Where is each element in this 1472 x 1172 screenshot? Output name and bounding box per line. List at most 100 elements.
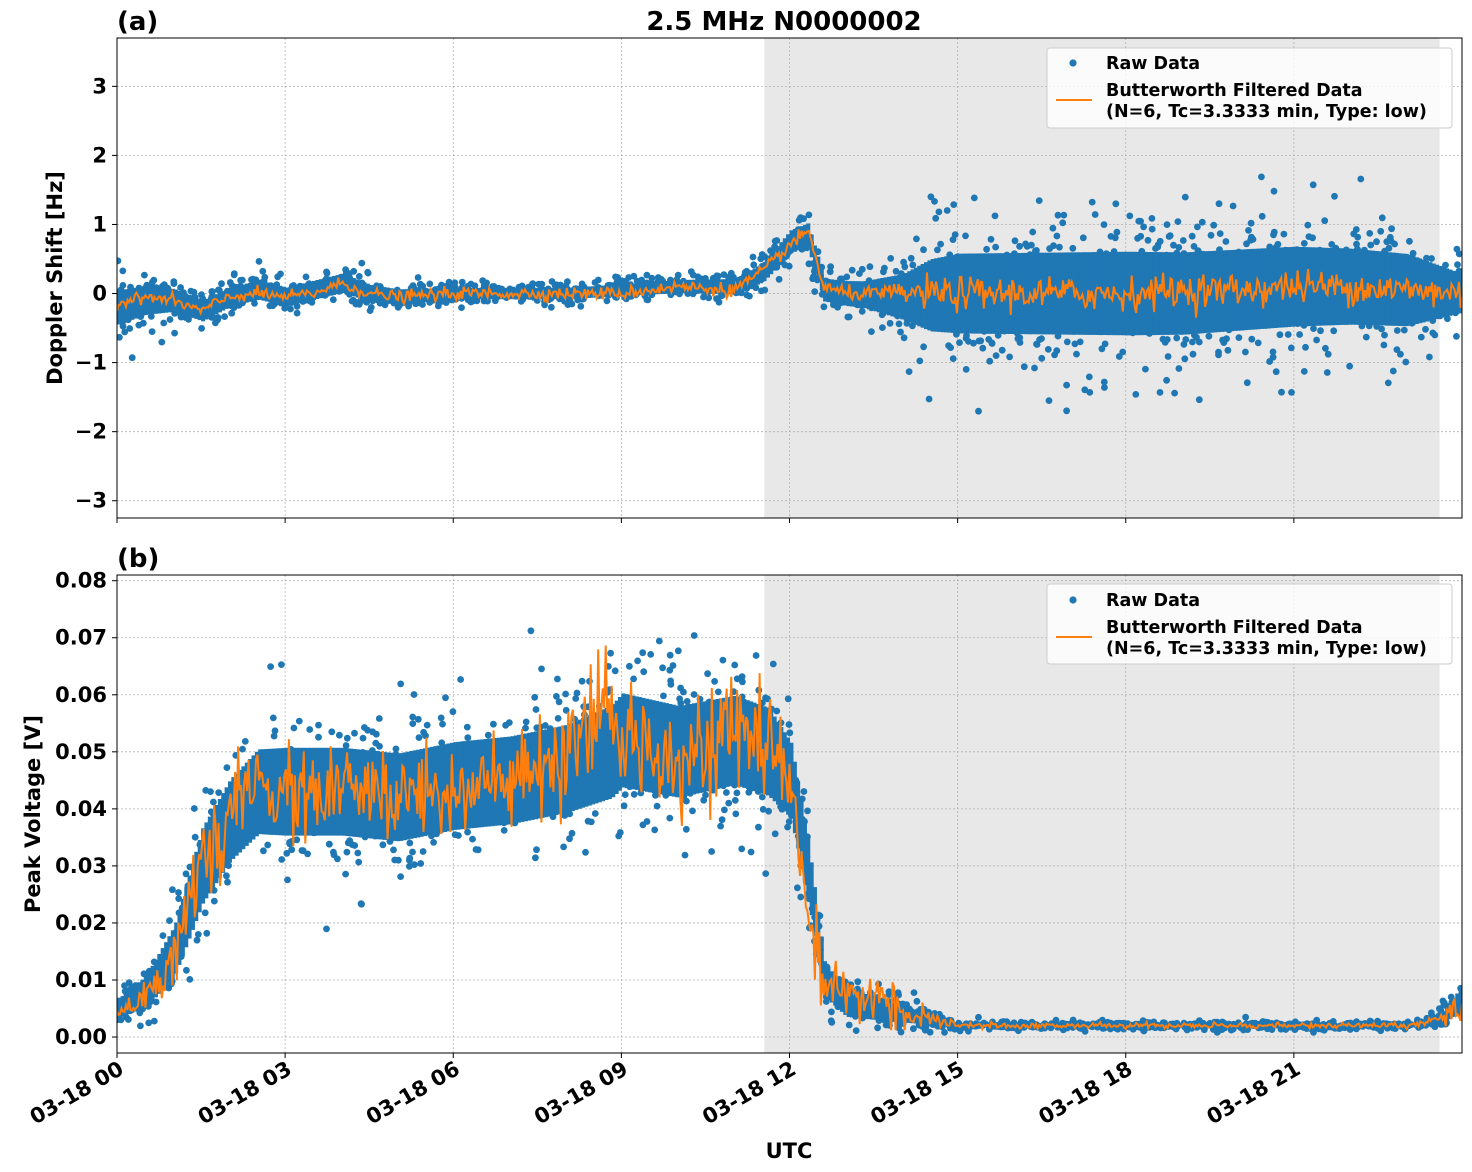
raw-data-point [761,286,769,294]
raw-data-band [594,286,599,298]
raw-data-point [117,257,122,265]
raw-data-point [171,329,179,337]
raw-data-point [1091,211,1099,218]
raw-data-band [402,289,407,304]
raw-data-point [1248,335,1256,343]
raw-data-band [1391,252,1396,326]
raw-data-point [1164,353,1172,360]
raw-data-point [1173,334,1181,342]
raw-data-point [858,265,866,273]
x-tick-label: 03-18 06 [362,1057,464,1130]
raw-data-point [714,688,722,696]
raw-data-point [1054,211,1062,219]
raw-data-point [150,1017,158,1025]
raw-data-band [853,991,858,1018]
raw-data-point [1400,326,1408,334]
raw-data-point [128,354,136,362]
raw-data-point [1063,381,1070,389]
raw-data-point [553,693,560,700]
raw-data-point [1189,338,1196,346]
raw-data-point [367,304,375,311]
raw-data-point [894,989,902,997]
raw-data-point [1148,225,1156,233]
raw-data-point [681,851,689,859]
raw-data-band [893,275,898,318]
raw-data-point [827,263,834,271]
raw-data-point [1056,243,1063,251]
raw-data-band [1018,1023,1023,1028]
raw-data-point [538,665,545,673]
raw-data-point [639,649,647,657]
raw-data-band [614,700,619,794]
raw-data-point [1053,347,1061,355]
raw-data-point [351,729,358,737]
raw-data-band [762,262,767,282]
raw-data-point [342,742,350,749]
raw-data-point [484,731,492,739]
raw-data-point [1381,331,1388,339]
raw-data-band [1435,1016,1440,1025]
raw-data-point [979,344,987,352]
raw-data-band [446,743,451,832]
raw-data-point [913,235,920,243]
raw-data-band [211,295,216,316]
raw-data-point [223,764,231,771]
raw-data-band [920,1012,925,1025]
raw-data-band [231,777,236,859]
raw-data-band [1404,1023,1409,1028]
raw-data-band [910,1008,915,1024]
raw-data-point [364,726,371,734]
raw-data-band [335,747,340,836]
raw-data-band [1260,248,1265,329]
raw-data-band [238,769,243,853]
raw-data-band [201,828,206,904]
y-axis-label-a: Doppler Shift [Hz] [43,171,67,385]
raw-data-band [288,747,293,836]
raw-data-point [1417,333,1425,341]
raw-data-point [419,848,427,855]
raw-data-point [267,663,274,670]
raw-data-band [839,982,844,1012]
raw-data-point [965,338,972,345]
raw-data-band [224,289,229,309]
raw-data-band [318,279,323,299]
raw-data-point [885,988,893,996]
raw-data-point [1016,339,1024,346]
raw-data-band [1300,247,1305,327]
raw-data-point [1156,389,1164,396]
raw-data-band [1438,1014,1443,1026]
raw-data-point [1357,175,1365,183]
panel-a: (a) −3 −2 −1 0 1 2 3 Doppler Shift [Hz] Raw Da… [43,7,1463,523]
raw-data-band [244,283,249,303]
raw-data-point [147,313,155,320]
raw-data-point [1085,373,1093,381]
raw-data-band [554,727,559,816]
raw-data-point [643,271,651,279]
raw-data-band [671,704,676,797]
raw-data-band [1085,1023,1090,1028]
raw-data-band [349,748,353,837]
raw-data-band [483,739,488,827]
raw-data-point [1144,236,1152,244]
raw-data-point [1069,244,1077,252]
raw-data-point [1188,232,1196,240]
raw-data-band [917,265,922,327]
raw-data-point [1313,336,1320,344]
raw-data-point [464,828,471,836]
raw-data-point [457,676,464,683]
raw-data-point [430,839,437,846]
raw-data-point [909,261,917,269]
raw-data-point [1422,325,1429,333]
raw-data-band [661,281,666,294]
raw-data-band [1122,1023,1127,1028]
raw-data-point [719,656,727,664]
raw-data-point [666,651,674,659]
raw-data-point [210,798,217,806]
raw-data-band [439,744,444,833]
raw-data-point [666,666,674,674]
raw-data-point [1045,397,1053,404]
raw-data-point [1113,228,1121,236]
raw-data-point [721,806,728,814]
raw-data-point [820,303,828,311]
raw-data-point [554,715,562,722]
